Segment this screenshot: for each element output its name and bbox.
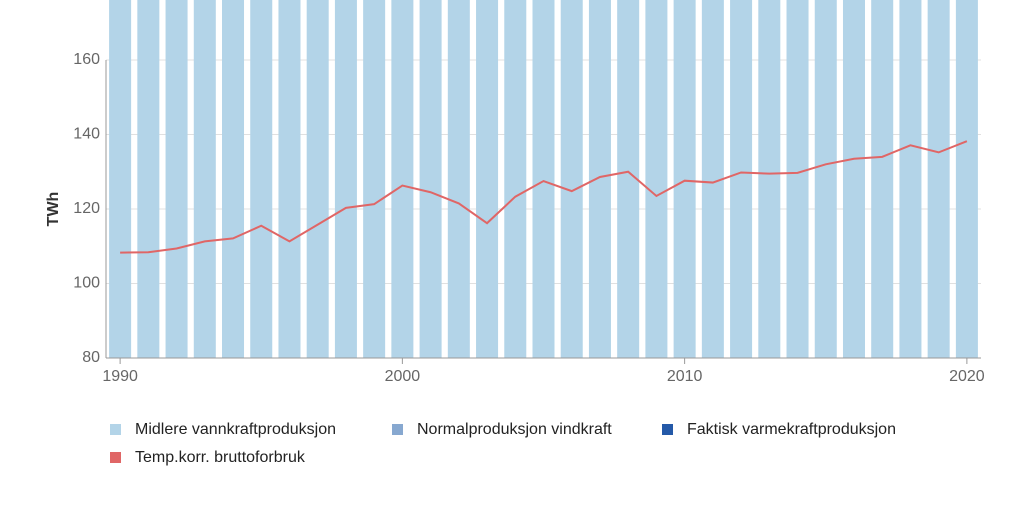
bar-segment xyxy=(165,0,188,359)
bar-segment xyxy=(447,0,470,358)
x-tick-label: 1990 xyxy=(102,368,138,385)
bar-segment xyxy=(955,0,978,358)
y-tick-label: 160 xyxy=(73,51,100,68)
line xyxy=(120,140,968,254)
y-axis-label: TWh xyxy=(45,192,62,227)
bar-segment xyxy=(278,0,301,359)
y-tick-label: 80 xyxy=(82,349,100,366)
x-tick-label: 2000 xyxy=(385,368,421,385)
legend-label: Temp.korr. bruttoforbruk xyxy=(135,449,306,466)
legend-swatch xyxy=(392,424,403,435)
y-tick-label: 100 xyxy=(73,275,100,292)
bar-segment xyxy=(109,0,132,359)
bar-segment xyxy=(306,0,329,359)
bar-segment xyxy=(137,0,160,359)
bar-segment xyxy=(250,0,273,358)
bar-segment xyxy=(617,0,640,359)
bar-segment xyxy=(391,0,414,358)
bar-segment xyxy=(673,0,696,358)
bar-segment xyxy=(560,0,583,358)
legend-label: Midlere vannkraftproduksjon xyxy=(135,421,336,438)
bar-segment xyxy=(645,0,668,359)
legend-swatch xyxy=(110,452,121,463)
legend-label: Faktisk varmekraftproduksjon xyxy=(687,421,896,438)
bar-segment xyxy=(222,0,245,358)
bar-segment xyxy=(363,0,386,358)
bar-segment xyxy=(334,0,357,359)
x-tick-label: 2020 xyxy=(949,368,985,385)
legend-swatch xyxy=(110,424,121,435)
bar-segment xyxy=(927,0,950,358)
y-tick-label: 140 xyxy=(73,126,100,143)
bar-segment xyxy=(899,0,922,358)
bar-segment xyxy=(758,0,781,358)
bar-segment xyxy=(532,0,555,358)
x-tick-label: 2010 xyxy=(667,368,703,385)
bar-segment xyxy=(504,0,527,359)
legend-label: Normalproduksjon vindkraft xyxy=(417,421,612,438)
bar-segment xyxy=(814,0,837,358)
bar-segment xyxy=(193,0,216,358)
legend-swatch xyxy=(662,424,673,435)
y-tick-label: 120 xyxy=(73,200,100,217)
bar-segment xyxy=(476,0,499,359)
bar-segment xyxy=(701,0,724,359)
bar-segment xyxy=(730,0,753,358)
bar-segment xyxy=(419,0,442,358)
bar-segment xyxy=(786,0,809,358)
bar-segment xyxy=(588,0,611,358)
bar-segment xyxy=(842,0,865,358)
bar-segment xyxy=(871,0,894,358)
